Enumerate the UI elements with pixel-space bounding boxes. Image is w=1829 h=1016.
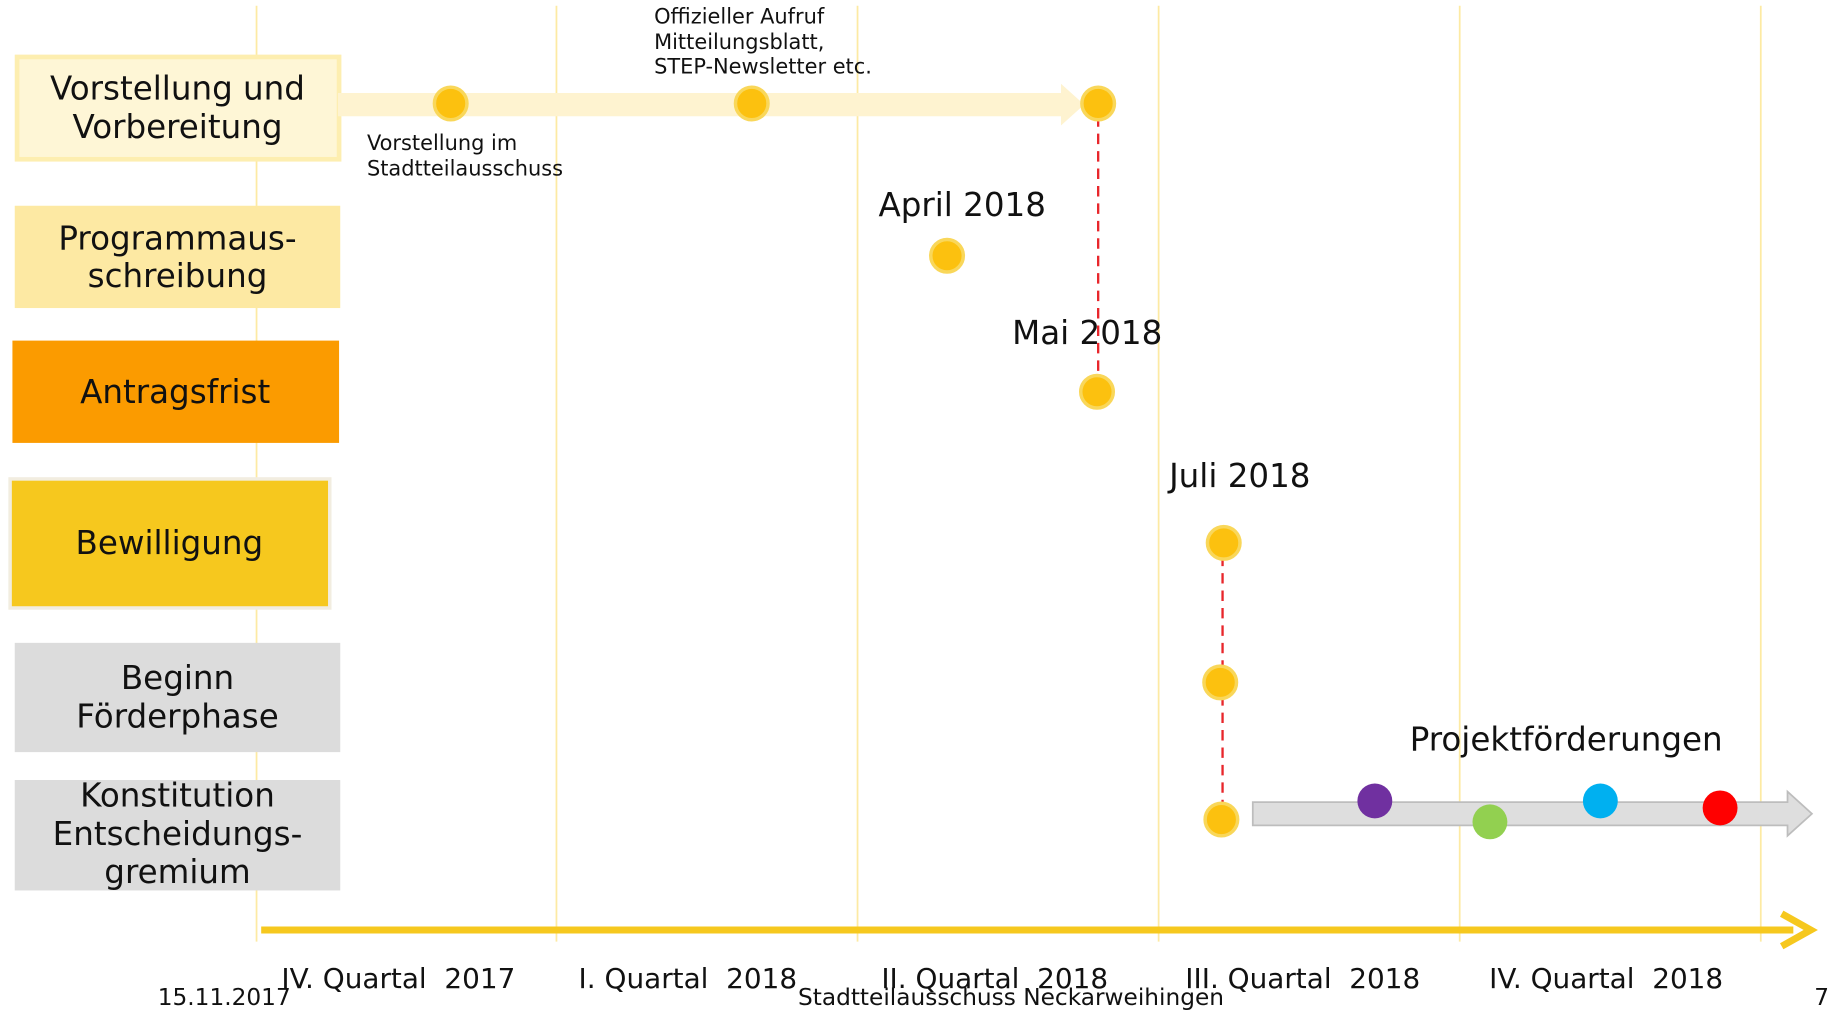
- annotation: Offizieller Aufruf: [654, 4, 825, 28]
- phase-label: Bewilligung: [76, 524, 264, 562]
- phase-box: [14, 642, 341, 753]
- phase-label: Programmaus-: [58, 220, 296, 258]
- phase-label: Förderphase: [76, 697, 278, 735]
- phase-label: Antragsfrist: [80, 373, 270, 411]
- phase-label: Konstitution: [80, 776, 275, 814]
- milestone: [733, 85, 770, 122]
- quarter-label: I. Quartal 2018: [579, 962, 798, 995]
- quarter-label: II. Quartal 2018: [881, 962, 1108, 995]
- milestone: [1203, 801, 1240, 838]
- project-dot: [1357, 783, 1393, 819]
- footer-title: Stadtteilausschuss Neckarweihingen: [798, 984, 1224, 1011]
- milestone: [929, 237, 966, 274]
- annotation: Mitteilungsblatt,: [654, 30, 824, 54]
- project-dot: [1702, 790, 1738, 826]
- annotation: Mai 2018: [1012, 314, 1162, 352]
- annotation: Vorstellung im: [367, 131, 517, 155]
- annotation: Stadtteilausschuss: [367, 157, 563, 181]
- quarter-label: IV. Quartal 2017: [281, 962, 515, 995]
- annotation: April 2018: [878, 186, 1046, 224]
- milestone: [1205, 524, 1242, 561]
- phase-label: Vorbereitung: [72, 108, 282, 146]
- annotation: STEP-Newsletter etc.: [654, 54, 872, 78]
- milestone: [432, 85, 469, 122]
- phase-label: Beginn: [121, 659, 234, 697]
- funding-arrow: [1251, 789, 1814, 838]
- annotation: Projektförderungen: [1410, 721, 1723, 759]
- milestone: [1080, 85, 1117, 122]
- footer-page: 7: [1814, 984, 1829, 1011]
- time-axis-head: [1779, 910, 1818, 950]
- footer-date: 15.11.2017: [158, 984, 291, 1011]
- annotation: Juli 2018: [1167, 457, 1310, 495]
- phase-box: [14, 780, 341, 891]
- phase-label: Entscheidungs-: [53, 815, 303, 853]
- phase-arrow: [337, 83, 1085, 126]
- quarter-label: III. Quartal 2018: [1185, 962, 1420, 995]
- phase-box: [14, 54, 342, 162]
- milestone: [1078, 373, 1116, 410]
- milestone: [1202, 664, 1239, 701]
- phase-label: Vorstellung und: [50, 70, 305, 108]
- quarter-label: IV. Quartal 2018: [1489, 962, 1723, 995]
- phase-label: schreibung: [88, 257, 268, 295]
- phase-box: [14, 205, 341, 309]
- project-dot: [1472, 804, 1508, 840]
- phase-box: [12, 340, 340, 443]
- phase-box: [8, 477, 332, 610]
- project-dot: [1582, 783, 1618, 819]
- phase-label: gremium: [104, 853, 250, 891]
